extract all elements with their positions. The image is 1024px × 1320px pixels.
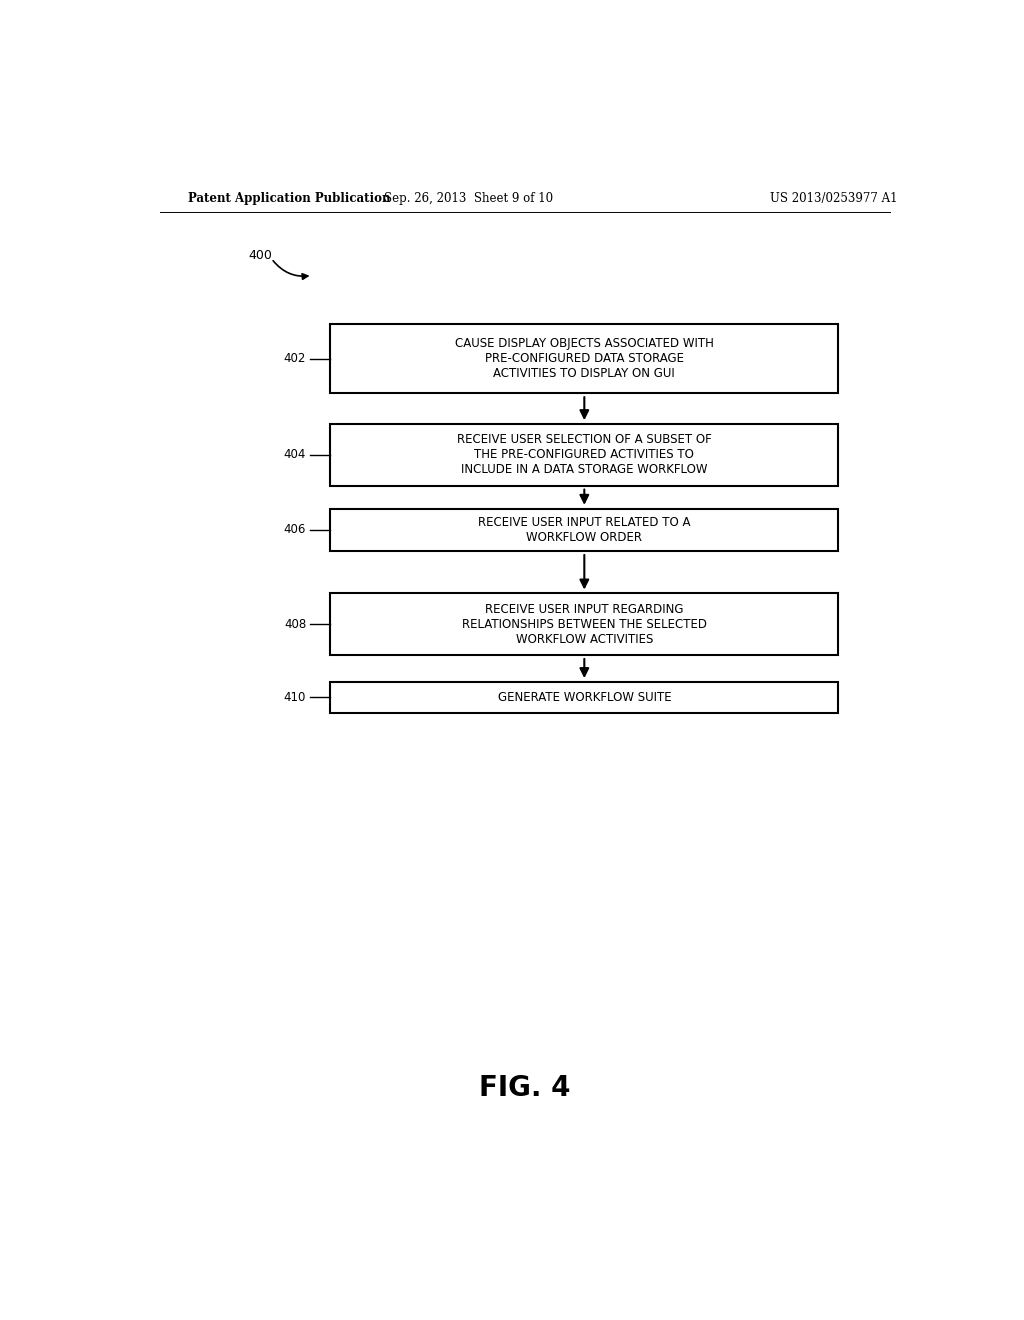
Text: US 2013/0253977 A1: US 2013/0253977 A1 — [769, 191, 897, 205]
Text: Sep. 26, 2013  Sheet 9 of 10: Sep. 26, 2013 Sheet 9 of 10 — [384, 191, 554, 205]
Bar — [331, 508, 839, 552]
Text: 410: 410 — [284, 690, 306, 704]
Bar — [331, 424, 839, 486]
Text: RECEIVE USER INPUT REGARDING
RELATIONSHIPS BETWEEN THE SELECTED
WORKFLOW ACTIVIT: RECEIVE USER INPUT REGARDING RELATIONSHI… — [462, 603, 707, 645]
Bar — [331, 323, 839, 393]
Text: 400: 400 — [248, 249, 272, 263]
Text: Patent Application Publication: Patent Application Publication — [188, 191, 391, 205]
Text: CAUSE DISPLAY OBJECTS ASSOCIATED WITH
PRE-CONFIGURED DATA STORAGE
ACTIVITIES TO : CAUSE DISPLAY OBJECTS ASSOCIATED WITH PR… — [455, 337, 714, 380]
Text: 404: 404 — [284, 449, 306, 462]
Text: 402: 402 — [284, 352, 306, 366]
Bar — [331, 594, 839, 655]
Bar — [331, 682, 839, 713]
Text: RECEIVE USER SELECTION OF A SUBSET OF
THE PRE-CONFIGURED ACTIVITIES TO
INCLUDE I: RECEIVE USER SELECTION OF A SUBSET OF TH… — [457, 433, 712, 477]
Text: FIG. 4: FIG. 4 — [479, 1074, 570, 1102]
Text: GENERATE WORKFLOW SUITE: GENERATE WORKFLOW SUITE — [498, 690, 671, 704]
Text: 406: 406 — [284, 524, 306, 536]
Text: 408: 408 — [284, 618, 306, 631]
Text: RECEIVE USER INPUT RELATED TO A
WORKFLOW ORDER: RECEIVE USER INPUT RELATED TO A WORKFLOW… — [478, 516, 690, 544]
